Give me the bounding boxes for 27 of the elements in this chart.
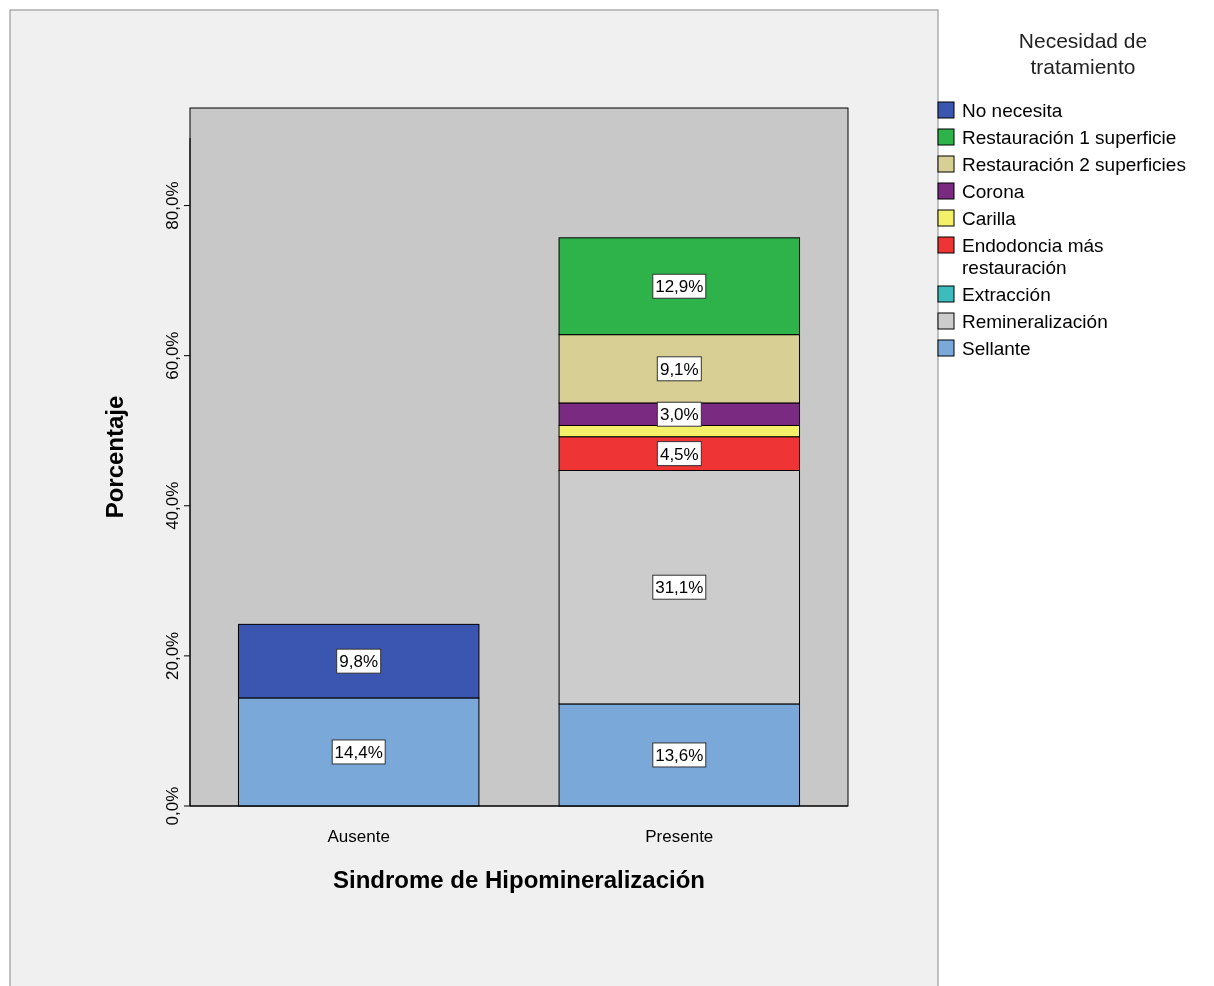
legend-label: Carilla: [962, 208, 1017, 229]
legend-label: Restauración 1 superficie: [962, 127, 1177, 148]
legend-label: Corona: [962, 181, 1025, 202]
legend-label: Restauración 2 superficies: [962, 154, 1186, 175]
data-label: 12,9%: [655, 277, 704, 297]
data-label: 4,5%: [659, 444, 699, 464]
legend-label: No necesita: [962, 100, 1063, 121]
y-axis-title: Porcentaje: [101, 395, 128, 519]
legend-label: Remineralización: [962, 311, 1108, 332]
x-axis-title: Sindrome de Hipomineralización: [332, 866, 706, 893]
x-tick-label: Presente: [645, 827, 714, 846]
legend-label: Endodoncia más restauración: [962, 235, 1104, 278]
y-tick-label: 80,0%: [163, 181, 182, 230]
y-tick-label: 40,0%: [163, 481, 182, 530]
data-label: 9,8%: [339, 652, 379, 672]
legend-title: Necesidad de tratamiento: [1018, 29, 1148, 78]
data-label: 3,0%: [659, 405, 699, 425]
y-tick-label: 20,0%: [163, 631, 182, 680]
data-label: 31,1%: [655, 578, 704, 598]
y-tick-label: 60,0%: [163, 331, 182, 380]
legend-label: Sellante: [962, 338, 1031, 359]
legend-label: Extracción: [962, 284, 1051, 305]
data-label: 13,6%: [655, 745, 704, 765]
data-label: 9,1%: [659, 359, 699, 379]
data-label: 14,4%: [334, 742, 383, 762]
y-tick-label: 0,0%: [163, 786, 182, 826]
x-tick-label: Ausente: [327, 827, 390, 846]
